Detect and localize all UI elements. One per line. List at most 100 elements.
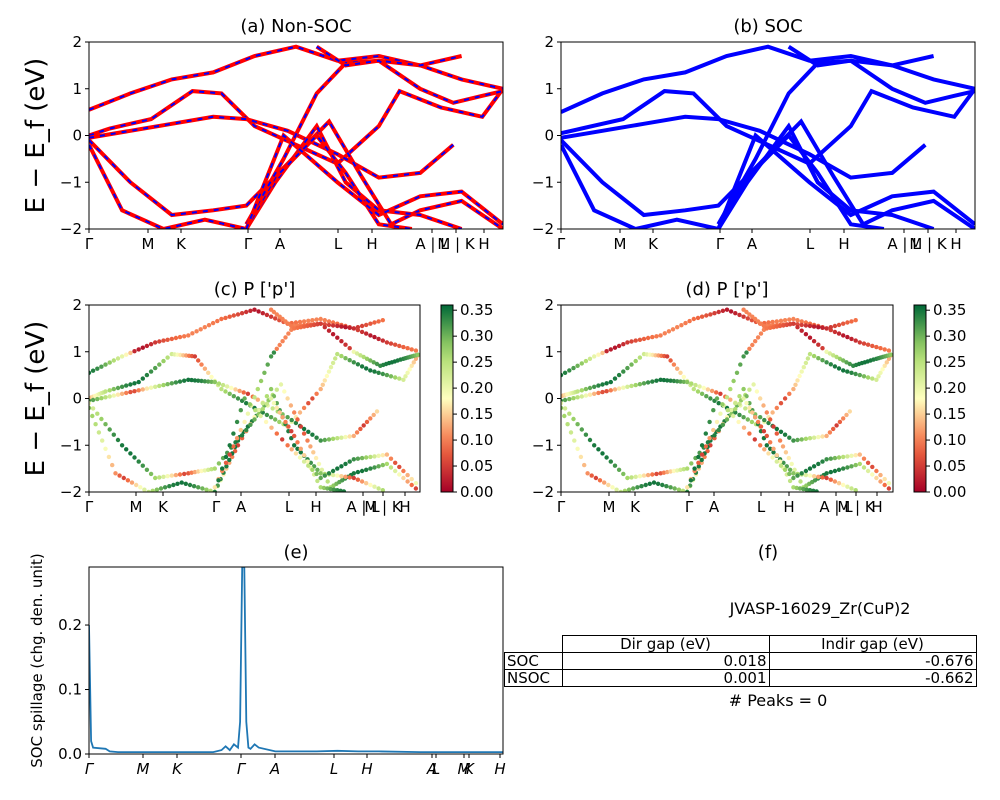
scatter-point <box>625 340 630 345</box>
panel-a-ylabel: E − E_f (eV) <box>21 58 51 214</box>
panel-a-xtick-label: H <box>366 235 377 253</box>
scatter-point <box>621 369 626 374</box>
scatter-point <box>578 454 584 460</box>
scatter-point <box>625 475 630 481</box>
scatter-point <box>714 419 720 425</box>
panel-a-title: (a) Non-SOC <box>240 16 351 37</box>
scatter-point <box>655 481 661 486</box>
scatter-point <box>853 318 858 323</box>
scatter-point <box>616 386 622 391</box>
scatter-point <box>90 368 96 373</box>
scatter-point <box>121 475 127 481</box>
scatter-point <box>837 356 843 361</box>
scatter-point <box>592 443 597 448</box>
panel-b-ytick-label: 1 <box>544 80 554 98</box>
scatter-point <box>409 363 414 368</box>
scatter-point <box>96 430 102 435</box>
scatter-point <box>841 368 846 373</box>
scatter-point <box>834 354 839 360</box>
scatter-point <box>293 420 299 426</box>
scatter-point <box>589 473 594 478</box>
scatter-point <box>753 316 758 322</box>
scatter-point <box>216 461 222 466</box>
scatter-point <box>202 379 207 384</box>
scatter-point <box>153 384 158 389</box>
scatter-point <box>212 485 217 490</box>
scatter-point <box>326 369 332 374</box>
scatter-point <box>361 354 366 360</box>
scatter-point <box>714 396 720 401</box>
band-soc-4 <box>561 122 935 229</box>
scatter-point <box>298 446 303 451</box>
scatter-point <box>315 322 320 327</box>
scatter-point <box>202 325 207 330</box>
scatter-point <box>255 397 260 402</box>
scatter-point <box>355 362 361 367</box>
scatter-point <box>328 365 334 370</box>
scatter-point <box>612 345 618 350</box>
scatter-point <box>689 461 694 466</box>
scatter-point <box>238 427 243 433</box>
scatter-point <box>849 464 854 469</box>
scatter-point <box>330 468 336 474</box>
scatter-point <box>301 319 307 324</box>
scatter-point <box>844 412 849 418</box>
scatter-point <box>339 353 344 359</box>
scatter-point <box>224 464 229 469</box>
scatter-point <box>782 396 788 401</box>
scatter-point <box>849 336 854 342</box>
scatter-point <box>820 475 825 480</box>
scatter-point <box>189 377 194 383</box>
scatter-point <box>405 472 410 478</box>
scatter-point <box>751 382 756 387</box>
scatter-point <box>668 469 673 474</box>
scatter-point <box>645 335 651 341</box>
scatter-point <box>745 316 750 321</box>
scatter-point <box>231 394 236 399</box>
scatter-point <box>799 319 804 324</box>
scatter-point <box>124 447 129 452</box>
scatter-point <box>256 309 261 314</box>
scatter-point <box>268 386 274 392</box>
panel-e-xtick-label: K <box>172 760 183 778</box>
scatter-point <box>733 401 738 406</box>
scatter-point <box>820 358 825 363</box>
scatter-point <box>119 384 125 389</box>
scatter-point <box>182 471 187 477</box>
panel-c-ylabel: E − E_f (eV) <box>21 321 51 477</box>
nsoc-dir-gap: 0.001 <box>561 669 770 687</box>
scatter-point <box>579 388 584 393</box>
scatter-point <box>561 372 564 378</box>
scatter-point <box>604 389 609 394</box>
band-soc-2 <box>561 114 927 180</box>
scatter-point <box>148 369 154 374</box>
scatter-point <box>343 342 348 347</box>
scatter-point <box>245 391 251 396</box>
panel-d-xtick-label: M <box>603 498 616 516</box>
scatter-point <box>716 401 721 406</box>
scatter-point <box>650 472 655 477</box>
scatter-point <box>306 401 311 406</box>
scatter-point <box>828 325 833 330</box>
scatter-point <box>671 362 677 367</box>
scatter-point <box>888 352 893 357</box>
scatter-point <box>774 319 779 324</box>
scatter-point <box>834 423 839 428</box>
scatter-point <box>799 369 804 374</box>
scatter-point <box>824 326 829 331</box>
scatter-point <box>616 343 622 349</box>
scatter-point <box>781 460 786 465</box>
scatter-point <box>298 450 303 455</box>
scatter-point <box>278 382 284 387</box>
scatter-point <box>886 486 892 491</box>
scatter-point <box>167 484 172 489</box>
scatter-point <box>397 376 402 381</box>
scatter-point <box>227 314 232 319</box>
scatter-point <box>241 390 246 395</box>
scatter-point <box>339 464 344 469</box>
panel-a-ytick-label: −1 <box>60 173 82 191</box>
scatter-point <box>836 322 842 328</box>
panel-c-ytick-label: 2 <box>72 296 82 314</box>
scatter-point <box>857 452 862 457</box>
scatter-point <box>801 486 806 492</box>
